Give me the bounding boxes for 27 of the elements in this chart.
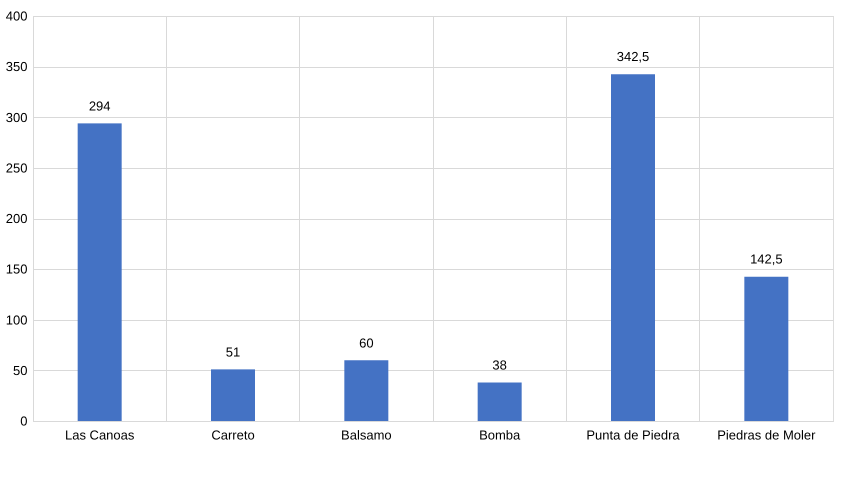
y-tick-label: 350	[6, 59, 28, 74]
data-label: 342,5	[616, 49, 650, 64]
y-tick-label: 300	[6, 110, 28, 125]
bar	[78, 123, 122, 421]
x-tick-label: Balsamo	[341, 428, 392, 442]
x-tick-label: Piedras de Moler	[717, 428, 816, 442]
bar	[611, 74, 655, 421]
data-label: 294	[88, 98, 111, 114]
data-label: 60	[359, 335, 374, 350]
bar	[478, 382, 522, 421]
y-tick-label: 0	[20, 414, 28, 428]
data-label: 142,5	[750, 252, 783, 267]
y-tick-label: 50	[13, 362, 28, 378]
y-tick-label: 150	[6, 262, 28, 277]
y-tick-label: 200	[6, 211, 28, 226]
bar	[211, 369, 255, 421]
data-label: 38	[492, 358, 507, 373]
data-label: 51	[226, 344, 240, 360]
x-tick-label: Bomba	[479, 428, 522, 442]
y-tick-label: 250	[6, 160, 28, 176]
y-tick-label: 100	[6, 312, 28, 328]
bar	[344, 360, 388, 421]
y-tick-label: 400	[6, 8, 28, 24]
x-tick-label: Punta de Piedra	[586, 428, 680, 442]
x-tick-label: Las Canoas	[64, 428, 135, 442]
x-tick-label: Carreto	[211, 428, 255, 442]
bar	[744, 276, 788, 421]
